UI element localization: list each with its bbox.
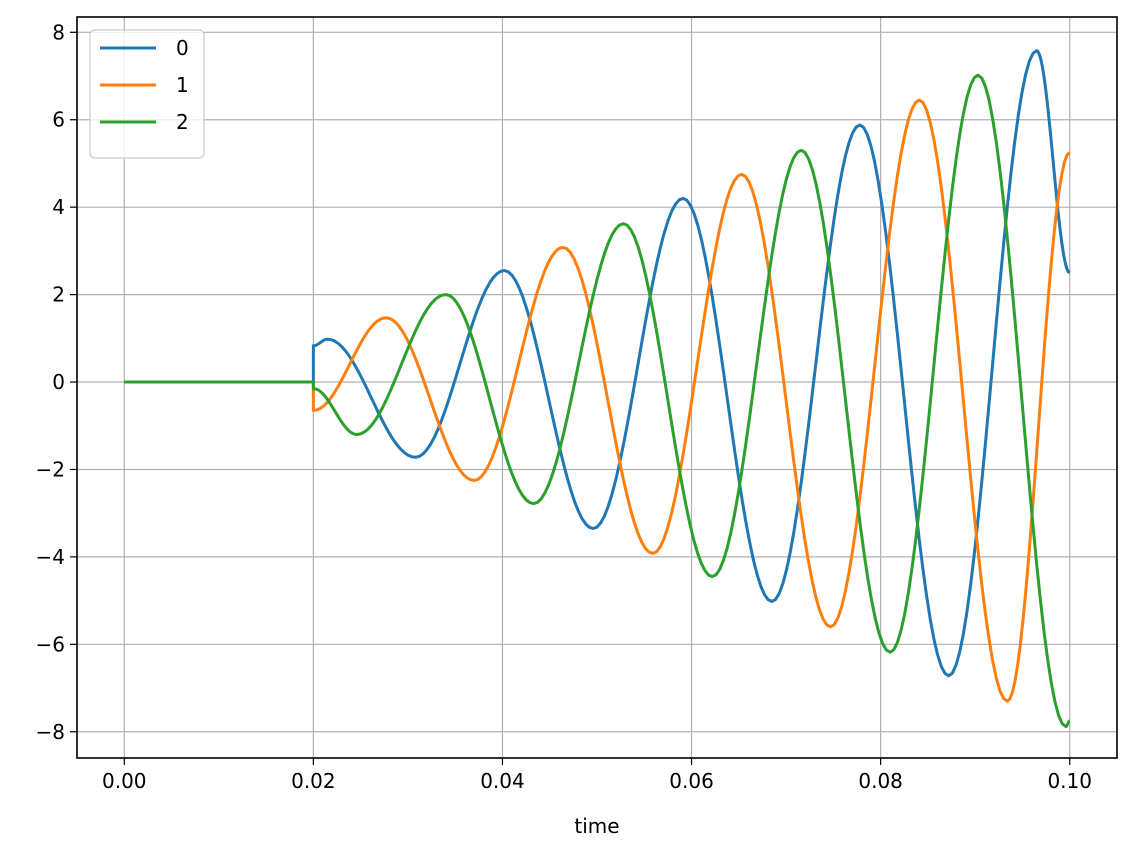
legend-box — [89, 29, 205, 159]
x-tick-label: 0.08 — [858, 769, 903, 793]
y-axis: 8 6 4 2 0 −2 −4 −6 −8 — [36, 20, 77, 744]
x-tick-label: 0.06 — [669, 769, 714, 793]
y-tick-label: 2 — [52, 283, 65, 307]
y-tick-label: 4 — [52, 195, 65, 219]
x-axis-label: time — [574, 814, 619, 838]
legend-label: 0 — [176, 36, 189, 60]
y-tick-label: 6 — [52, 108, 65, 132]
series-layer — [124, 49, 1072, 729]
x-tick-label: 0.10 — [1047, 769, 1092, 793]
x-axis: 0.00 0.02 0.04 0.06 0.08 0.10 — [102, 758, 1092, 793]
legend-label: 1 — [176, 73, 189, 97]
y-tick-label: −6 — [36, 632, 65, 656]
grid-lines — [77, 17, 1117, 758]
series-line-0 — [124, 49, 1071, 678]
y-tick-label: −4 — [36, 545, 65, 569]
y-tick-label: −2 — [36, 457, 65, 481]
y-tick-label: 8 — [52, 20, 65, 44]
series-line-1 — [124, 98, 1071, 703]
x-tick-label: 0.04 — [480, 769, 525, 793]
axes-frame — [76, 16, 1118, 759]
legend: 0 1 2 — [89, 29, 205, 159]
y-tick-label: 0 — [52, 370, 65, 394]
series-line-2 — [124, 73, 1072, 729]
legend-label: 2 — [176, 110, 189, 134]
y-tick-label: −8 — [36, 720, 65, 744]
x-tick-label: 0.00 — [102, 769, 147, 793]
x-tick-label: 0.02 — [291, 769, 336, 793]
